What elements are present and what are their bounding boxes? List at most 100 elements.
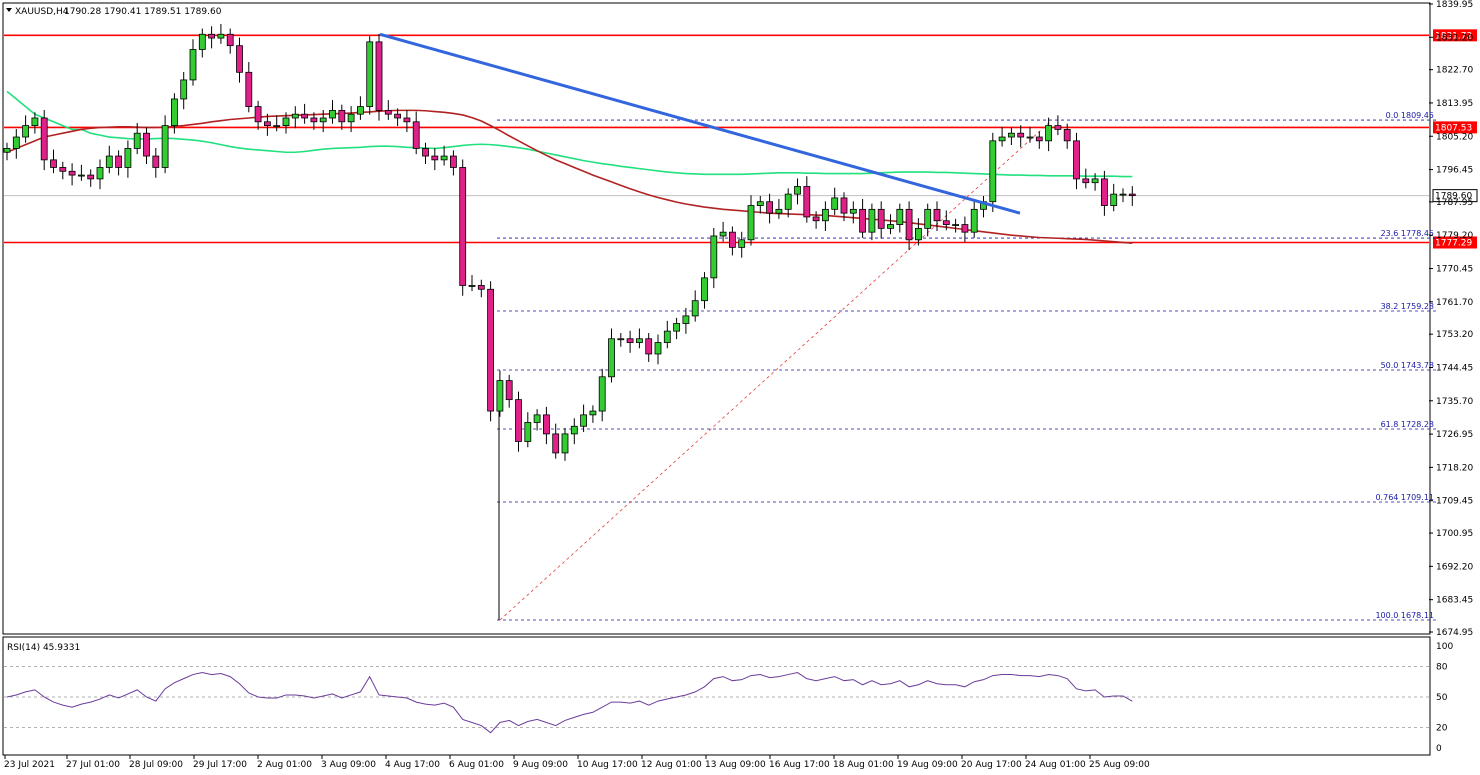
- candle-body: [887, 224, 894, 229]
- candle: [347, 106, 355, 133]
- candle-body: [124, 148, 132, 168]
- candle-body: [989, 140, 997, 203]
- candle: [394, 108, 402, 126]
- candle: [794, 178, 801, 205]
- candle: [933, 201, 941, 232]
- candle-body: [68, 170, 76, 176]
- candle-body: [794, 186, 801, 195]
- candle: [96, 159, 104, 190]
- candle-body: [1101, 178, 1108, 206]
- candle-body: [180, 79, 188, 100]
- candle-body: [31, 117, 39, 127]
- candle: [747, 195, 755, 246]
- time-tick-label: 19 Aug 09:00: [897, 760, 958, 770]
- candle-body: [645, 338, 653, 355]
- candle: [1008, 127, 1015, 146]
- price-tick-label: 1726.95: [1436, 430, 1473, 440]
- candle-body: [319, 117, 327, 123]
- candle: [31, 112, 39, 134]
- price-axis: 1839.95 1831.20 1822.70 1813.95 1805.20 1796.…: [1429, 0, 1473, 638]
- time-tick-label: 27 Jul 01:00: [66, 760, 120, 770]
- candle: [561, 428, 569, 461]
- candle: [1110, 183, 1118, 212]
- candle-body: [533, 414, 541, 423]
- candle: [124, 140, 132, 178]
- candle: [961, 216, 969, 243]
- candle: [1017, 125, 1025, 148]
- candle: [496, 370, 504, 417]
- candle: [942, 210, 950, 231]
- time-tick-label: 9 Aug 09:00: [513, 760, 568, 770]
- candle: [375, 33, 383, 121]
- candle: [952, 218, 959, 233]
- symbol-label: XAUUSD,H4: [15, 7, 69, 17]
- candle: [840, 192, 848, 222]
- symbol-menu-icon[interactable]: [6, 8, 12, 12]
- candle: [691, 290, 699, 322]
- candle: [459, 159, 467, 296]
- rsi-indicator: 100 80 50 20 0: [4, 642, 1453, 754]
- candle-body: [561, 433, 569, 454]
- candle-body: [524, 422, 532, 442]
- price-tick-label: 1692.20: [1436, 562, 1473, 572]
- candle-body: [226, 33, 234, 47]
- candle-body: [877, 208, 885, 229]
- candle-body: [822, 208, 829, 222]
- candle-body: [682, 315, 690, 324]
- candle-body: [915, 227, 922, 241]
- candle-body: [626, 338, 634, 343]
- candle-body: [952, 224, 959, 226]
- candle: [198, 28, 206, 58]
- candle-body: [1128, 193, 1136, 197]
- candle: [273, 115, 281, 132]
- candle-body: [496, 380, 504, 412]
- price-tick-label: 1709.45: [1436, 497, 1473, 507]
- time-tick-label: 16 Aug 17:00: [769, 760, 830, 770]
- candle: [970, 199, 978, 238]
- price-tick-label: 1831.20: [1436, 33, 1473, 43]
- candle: [617, 333, 625, 347]
- candle: [524, 412, 532, 448]
- candle-body: [1091, 178, 1099, 184]
- rsi-tick-label: 0: [1436, 744, 1442, 754]
- candle-body: [589, 410, 597, 416]
- candle: [756, 196, 764, 214]
- candle: [896, 203, 904, 233]
- current-price-tag: [1432, 189, 1478, 203]
- candle-body: [217, 33, 225, 39]
- rsi-tick-label: 50: [1436, 693, 1448, 703]
- candle: [59, 161, 67, 180]
- candle: [245, 62, 253, 113]
- price-tick-label: 1822.70: [1436, 66, 1473, 76]
- candle-body: [942, 220, 950, 225]
- ohlc-readout: 1790.28 1790.41 1789.51 1789.60: [64, 7, 222, 17]
- price-tick-label: 1787.95: [1436, 198, 1473, 208]
- price-tick-label: 1753.20: [1436, 330, 1473, 340]
- candle: [654, 334, 662, 365]
- candle-body: [133, 132, 141, 149]
- candle-body: [617, 338, 625, 341]
- main-panel-frame: [2, 2, 1431, 635]
- fib-level-label: 0.0 1809.45: [1386, 111, 1434, 120]
- current-price-label: 1789.60: [1435, 192, 1472, 202]
- time-tick-label: 4 Aug 17:00: [385, 760, 440, 770]
- price-tick-label: 1779.20: [1436, 231, 1473, 241]
- candle: [282, 112, 290, 134]
- candle-body: [924, 208, 932, 229]
- time-tick-label: 3 Aug 09:00: [321, 760, 376, 770]
- candle-body: [170, 98, 178, 127]
- time-tick-label: 18 Aug 01:00: [833, 760, 894, 770]
- level-price-tag: [1433, 121, 1477, 134]
- price-tick-label: 1761.70: [1436, 298, 1473, 308]
- candle: [1101, 170, 1108, 216]
- time-tick-label: 24 Aug 01:00: [1025, 760, 1086, 770]
- candle-body: [1035, 136, 1043, 142]
- candle: [803, 176, 811, 223]
- candle-body: [654, 342, 662, 355]
- candle-body: [905, 208, 913, 241]
- candle-body: [310, 117, 318, 123]
- candle-body: [849, 208, 857, 214]
- candle-body: [1110, 193, 1118, 206]
- candle-body: [22, 125, 30, 138]
- candle: [663, 320, 671, 349]
